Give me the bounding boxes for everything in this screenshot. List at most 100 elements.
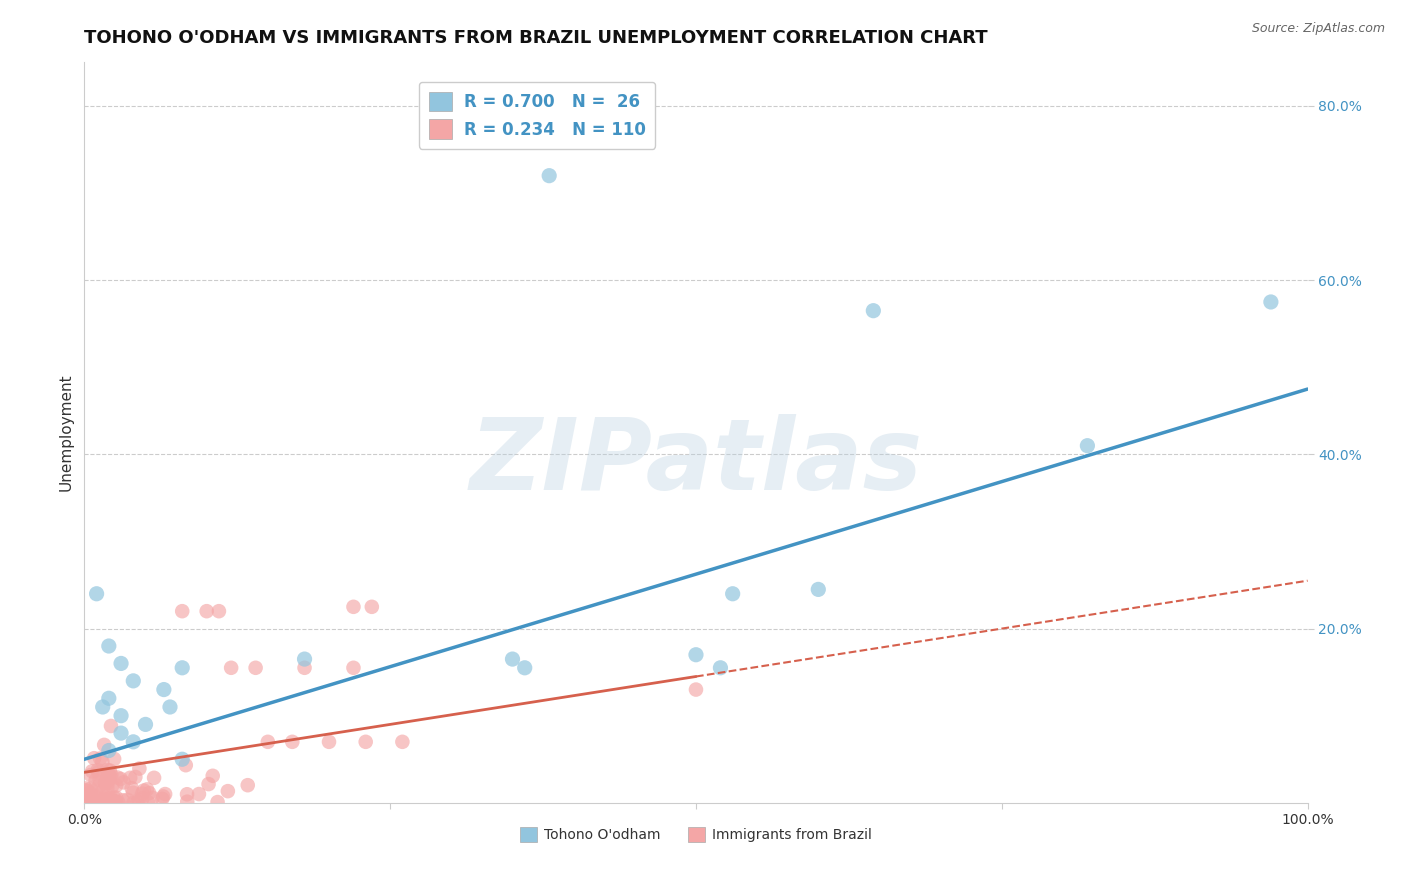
- Point: [87, 763, 110, 777]
- Point: [97, 766, 120, 780]
- Point: [105, 779, 128, 793]
- Point: [103, 752, 125, 766]
- Point: [318, 735, 340, 749]
- Point: [122, 786, 145, 800]
- Point: [79, 781, 101, 796]
- Point: [97, 776, 120, 790]
- Point: [94, 776, 117, 790]
- Point: [79, 786, 101, 800]
- Point: [128, 762, 150, 776]
- Point: [195, 604, 218, 618]
- Point: [98, 772, 121, 787]
- Point: [79, 768, 101, 782]
- Y-axis label: Unemployment: Unemployment: [58, 374, 73, 491]
- Point: [105, 790, 128, 805]
- Point: [807, 582, 830, 597]
- Point: [208, 604, 231, 618]
- Point: [197, 777, 219, 791]
- Point: [132, 783, 155, 797]
- Point: [76, 793, 98, 807]
- Point: [96, 763, 118, 777]
- Point: [98, 770, 121, 784]
- Point: [103, 794, 125, 808]
- Point: [172, 752, 194, 766]
- Point: [91, 755, 114, 769]
- Point: [538, 169, 561, 183]
- Point: [721, 587, 744, 601]
- Point: [1260, 295, 1282, 310]
- Point: [96, 770, 118, 784]
- Point: [294, 652, 316, 666]
- Point: [93, 794, 115, 808]
- Point: [1076, 439, 1098, 453]
- Point: [172, 604, 194, 618]
- Point: [281, 735, 304, 749]
- Point: [342, 599, 364, 614]
- Point: [87, 765, 110, 780]
- Point: [98, 795, 121, 809]
- Point: [159, 700, 181, 714]
- Point: [91, 700, 114, 714]
- Point: [502, 652, 524, 666]
- Point: [207, 795, 229, 809]
- Point: [90, 786, 112, 800]
- Point: [87, 779, 110, 793]
- Point: [152, 789, 174, 804]
- Point: [83, 751, 105, 765]
- Point: [89, 795, 111, 809]
- Point: [862, 303, 884, 318]
- Point: [97, 743, 120, 757]
- Text: ZIPatlas: ZIPatlas: [470, 414, 922, 511]
- Point: [103, 790, 125, 805]
- Point: [153, 682, 176, 697]
- Point: [110, 726, 132, 740]
- Point: [77, 793, 100, 807]
- Point: [110, 657, 132, 671]
- Point: [121, 781, 143, 796]
- Point: [122, 796, 145, 810]
- Point: [83, 789, 105, 803]
- Point: [75, 781, 97, 796]
- Point: [201, 769, 224, 783]
- Point: [76, 784, 98, 798]
- Point: [131, 791, 153, 805]
- Legend: Tohono O'odham, Immigrants from Brazil: Tohono O'odham, Immigrants from Brazil: [515, 822, 877, 847]
- Point: [135, 717, 157, 731]
- Point: [105, 795, 128, 809]
- Point: [101, 796, 124, 810]
- Point: [354, 735, 377, 749]
- Point: [117, 793, 139, 807]
- Point: [76, 795, 98, 809]
- Point: [127, 795, 149, 809]
- Point: [124, 770, 146, 784]
- Point: [107, 771, 129, 785]
- Point: [138, 786, 160, 800]
- Point: [100, 790, 122, 805]
- Point: [513, 661, 536, 675]
- Point: [84, 796, 107, 810]
- Point: [97, 691, 120, 706]
- Point: [128, 793, 150, 807]
- Text: Source: ZipAtlas.com: Source: ZipAtlas.com: [1251, 22, 1385, 36]
- Point: [143, 771, 166, 785]
- Point: [107, 796, 129, 810]
- Point: [236, 778, 259, 792]
- Point: [112, 775, 135, 789]
- Point: [294, 661, 316, 675]
- Point: [100, 719, 122, 733]
- Point: [122, 735, 145, 749]
- Point: [219, 661, 242, 675]
- Point: [89, 751, 111, 765]
- Point: [136, 782, 159, 797]
- Point: [391, 735, 413, 749]
- Point: [153, 787, 176, 801]
- Point: [150, 792, 173, 806]
- Text: TOHONO O'ODHAM VS IMMIGRANTS FROM BRAZIL UNEMPLOYMENT CORRELATION CHART: TOHONO O'ODHAM VS IMMIGRANTS FROM BRAZIL…: [84, 29, 988, 47]
- Point: [257, 735, 280, 749]
- Point: [110, 708, 132, 723]
- Point: [131, 787, 153, 801]
- Point: [176, 787, 198, 801]
- Point: [82, 764, 104, 779]
- Point: [176, 795, 198, 809]
- Point: [136, 796, 159, 810]
